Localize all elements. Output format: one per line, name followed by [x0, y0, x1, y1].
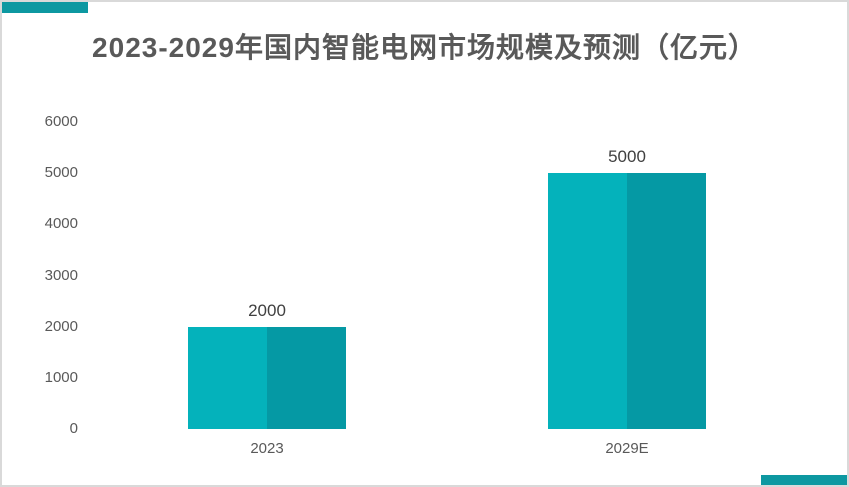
corner-accent-top-left	[2, 2, 88, 13]
y-axis-tick-label: 5000	[44, 164, 78, 182]
x-axis-category-label: 2023	[250, 440, 284, 457]
bar-data-label: 2000	[248, 301, 286, 320]
chart-title: 2023-2029年国内智能电网市场规模及预测（亿元）	[92, 32, 757, 63]
y-axis-tick-label: 3000	[44, 266, 78, 284]
bar-data-label: 5000	[608, 147, 646, 166]
y-axis-tick-label: 2000	[44, 317, 78, 335]
corner-accent-bottom-right	[761, 475, 847, 485]
bar-2023	[188, 327, 346, 429]
y-axis-tick-label: 4000	[44, 215, 78, 233]
y-axis-tick-label: 0	[69, 420, 78, 437]
y-axis-tick-label: 1000	[44, 368, 78, 386]
y-axis-tick-label: 6000	[44, 113, 78, 130]
bar-2029E	[548, 173, 706, 429]
x-axis-category-label: 2029E	[605, 440, 649, 457]
